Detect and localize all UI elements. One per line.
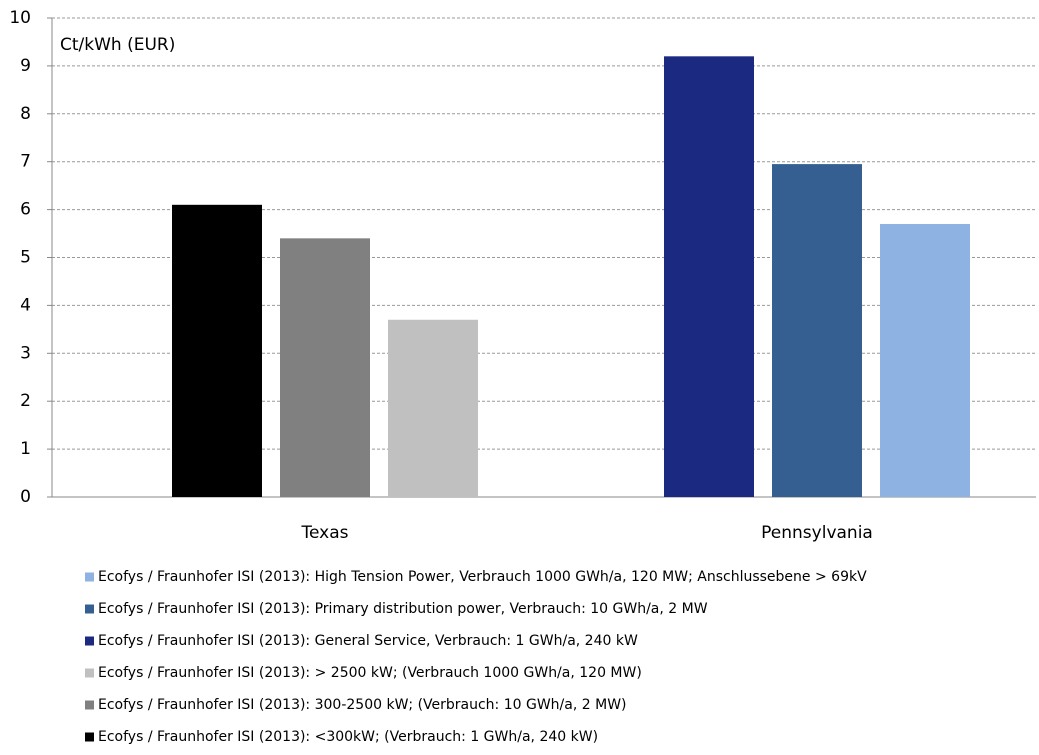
y-tick-label: 3	[20, 343, 31, 363]
legend-swatch	[85, 700, 94, 710]
legend-swatch	[85, 604, 94, 614]
bar	[172, 204, 262, 497]
legend-swatch	[85, 572, 94, 582]
bar	[880, 223, 970, 497]
x-tick-label: Pennsylvania	[761, 523, 873, 543]
legend-swatch	[85, 732, 94, 742]
bar	[388, 319, 478, 497]
y-tick-label: 6	[20, 200, 31, 220]
legend-label: Ecofys / Fraunhofer ISI (2013): <300kW; …	[98, 729, 598, 745]
y-tick-label: 9	[20, 56, 31, 76]
legend-label: Ecofys / Fraunhofer ISI (2013): 300-2500…	[98, 697, 627, 713]
x-tick-label: Texas	[301, 523, 349, 543]
legend-label: Ecofys / Fraunhofer ISI (2013): Primary …	[98, 601, 708, 617]
legend-label: Ecofys / Fraunhofer ISI (2013): > 2500 k…	[98, 665, 642, 681]
y-tick-label: 8	[20, 104, 31, 124]
legend-swatch	[85, 636, 94, 646]
bar	[772, 164, 862, 497]
legend-label: Ecofys / Fraunhofer ISI (2013): General …	[98, 633, 638, 649]
bar	[664, 56, 754, 497]
y-tick-label: 5	[20, 248, 31, 268]
y-tick-label: 4	[20, 295, 31, 315]
legend-swatch	[85, 668, 94, 678]
y-tick-label: 2	[20, 391, 31, 411]
y-tick-label: 7	[20, 152, 31, 172]
y-tick-label: 0	[20, 487, 31, 507]
legend-label: Ecofys / Fraunhofer ISI (2013): High Ten…	[98, 569, 867, 585]
bar	[280, 238, 370, 497]
y-tick-label: 10	[9, 8, 31, 28]
y-axis-label: Ct/kWh (EUR)	[60, 35, 175, 55]
y-tick-label: 1	[20, 439, 31, 459]
